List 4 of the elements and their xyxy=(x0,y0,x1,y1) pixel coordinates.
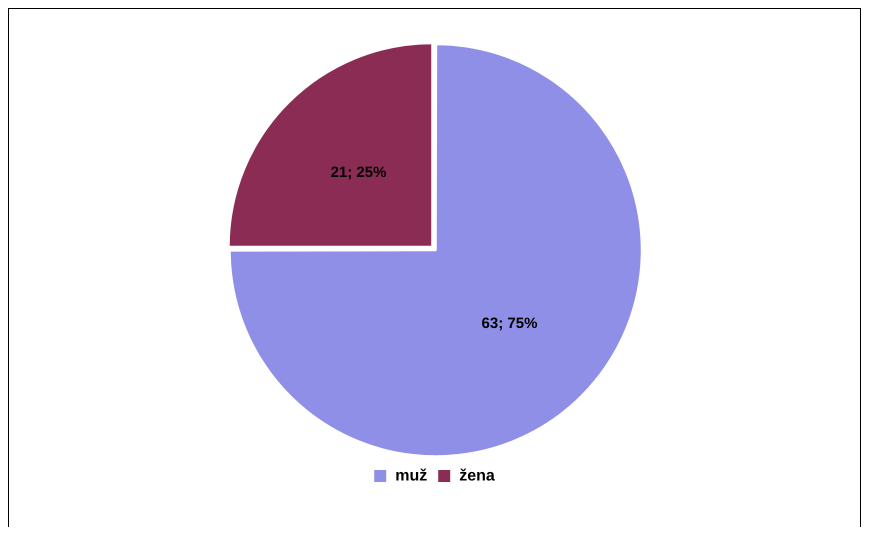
legend-label: žena xyxy=(459,467,495,484)
legend-label: muž xyxy=(395,467,428,484)
data-label: 21; 25% xyxy=(330,164,386,182)
data-label: 63; 75% xyxy=(482,315,538,332)
